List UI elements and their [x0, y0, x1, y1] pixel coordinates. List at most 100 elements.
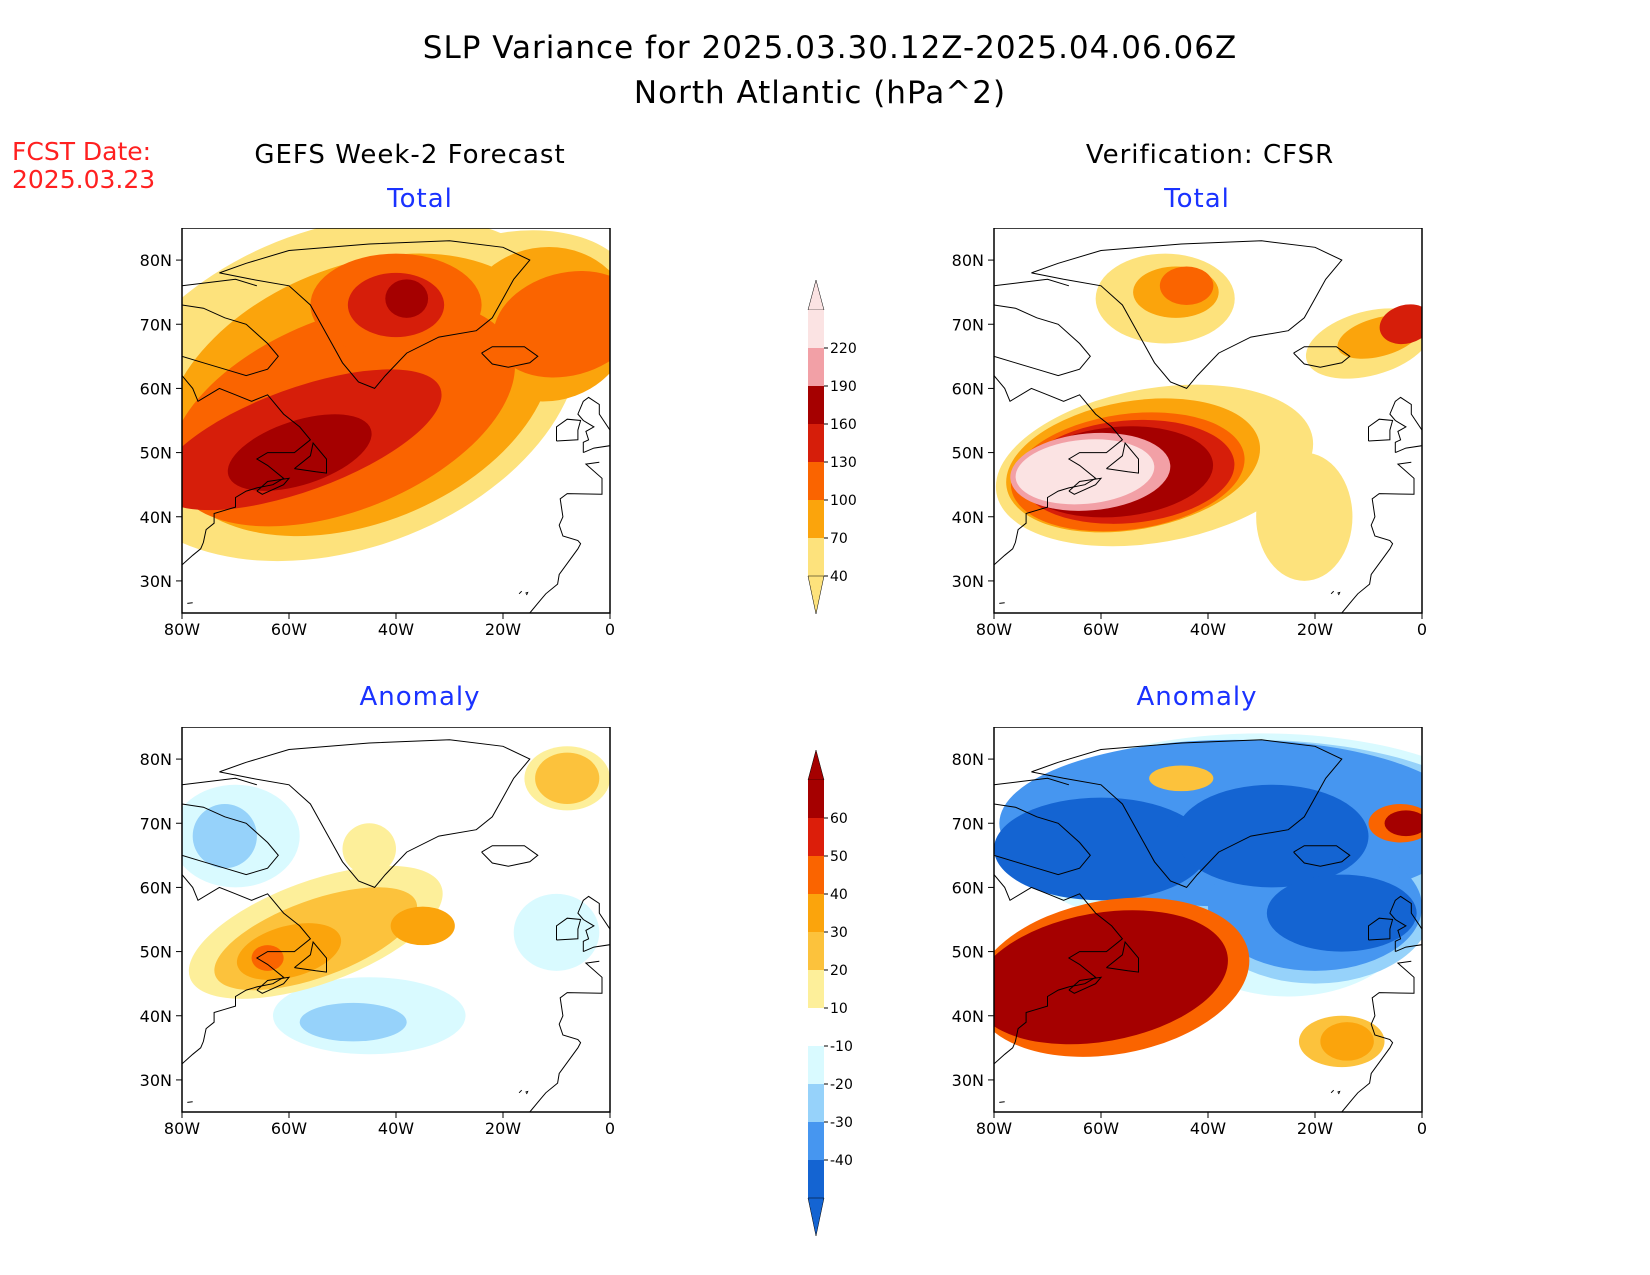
contour-t220 — [1015, 439, 1155, 505]
coastline — [1031, 240, 1343, 389]
colorbar-svg: 60 50 40 30 20 10 -10 -20 -30 -40 — [807, 749, 853, 1237]
colorbar-label: 40 — [830, 569, 848, 585]
coastline — [1330, 1089, 1335, 1094]
map-svg: 80N 70N 60N 50N 40N 30N 80W 60W 40W 20W 0 — [140, 228, 615, 639]
colorbar-anomaly: 60 50 40 30 20 10 -10 -20 -30 -40 — [800, 749, 880, 1242]
map-verification-total: 80N 70N 60N 50N 40N 30N 80W 60W 40W 20W 0 — [922, 228, 1442, 648]
lon-tick-label: 20W — [485, 620, 521, 639]
colorbar-total: 220 190 160 130 100 70 40 — [800, 279, 880, 620]
colorbar-swatch — [808, 932, 824, 970]
map-verification-anomaly: 80N 70N 60N 50N 40N 30N 80W 60W 40W 20W 0 — [922, 727, 1442, 1147]
panel-title-forecast-anomaly: Anomaly — [359, 682, 481, 712]
coastline — [999, 602, 1005, 604]
panel-title-forecast-total: Total — [387, 184, 453, 214]
lat-tick-label: 40N — [952, 1007, 984, 1026]
contour-n20 — [192, 804, 257, 869]
colorbar-swatch — [808, 500, 824, 538]
coastline — [1293, 845, 1351, 867]
coastline — [1068, 477, 1103, 495]
coastline — [577, 895, 610, 953]
main-subtitle: North Atlantic (hPa^2) — [633, 75, 1007, 111]
lat-tick-label: 60N — [140, 878, 172, 897]
map-forecast-anomaly: 80N 70N 60N 50N 40N 30N 80W 60W 40W 20W 0 — [110, 727, 630, 1147]
colorbar-label: 130 — [830, 455, 857, 471]
colorbar-svg: 220 190 160 130 100 70 40 — [807, 279, 857, 615]
coastline — [1337, 591, 1341, 596]
coastline — [994, 777, 1070, 786]
colorbar-swatch — [808, 894, 824, 932]
panel-title-verification-total: Total — [1164, 184, 1230, 214]
colorbar-label: -20 — [830, 1077, 853, 1093]
lon-tick-label: 80W — [976, 620, 1012, 639]
right-column-title: Verification: CFSR — [1085, 140, 1335, 170]
lat-tick-label: 70N — [952, 814, 984, 833]
contour-n20 — [299, 1002, 407, 1042]
coastline — [294, 441, 327, 474]
lat-tick-label: 40N — [952, 508, 984, 527]
colorbar-label: -40 — [830, 1153, 853, 1169]
coastline — [1341, 960, 1415, 1112]
colorbar-swatch — [808, 780, 824, 818]
coastline — [1106, 940, 1139, 973]
coastline — [219, 739, 531, 888]
contour-n40 — [1266, 874, 1417, 952]
coastline — [1330, 590, 1335, 595]
colorbar-label: 160 — [830, 417, 857, 433]
lat-tick-label: 60N — [952, 379, 984, 398]
lon-tick-label: 20W — [1297, 1119, 1333, 1138]
colorbar-swatch — [808, 538, 824, 576]
colorbar-swatch — [808, 1084, 824, 1122]
lon-tick-label: 0 — [605, 1119, 615, 1138]
forecast-date-label: FCST Date: — [12, 137, 152, 166]
colorbar-swatch — [808, 1046, 824, 1084]
main-title: SLP Variance for 2025.03.30.12Z-2025.04.… — [422, 30, 1238, 66]
colorbar-swatch — [808, 386, 824, 424]
contour-t160 — [385, 279, 429, 318]
forecast-date-value: 2025.03.23 — [12, 165, 156, 194]
coastline — [525, 591, 529, 596]
colorbar-swatch — [808, 1122, 824, 1160]
coastline — [994, 278, 1070, 287]
coastline — [294, 940, 327, 973]
coastline — [1368, 418, 1394, 442]
contour-t130 — [1379, 304, 1422, 345]
map-svg: 80N 70N 60N 50N 40N 30N 80W 60W 40W 20W 0 — [952, 228, 1427, 639]
coastline — [994, 304, 1091, 377]
coastline — [525, 1090, 529, 1095]
lat-tick-label: 40N — [140, 508, 172, 527]
lat-tick-label: 50N — [140, 444, 172, 463]
lat-tick-label: 70N — [140, 315, 172, 334]
lon-tick-label: 20W — [485, 1119, 521, 1138]
lon-tick-label: 40W — [378, 620, 414, 639]
coastline — [529, 960, 603, 1112]
contour-a20 — [535, 752, 600, 804]
contour-n40 — [994, 797, 1208, 901]
colorbar-label: 40 — [830, 887, 848, 903]
contour-t160 — [227, 414, 372, 491]
lon-tick-label: 80W — [976, 1119, 1012, 1138]
coastline — [1389, 396, 1422, 454]
coastline — [994, 874, 1124, 1065]
colorbar-label: 100 — [830, 493, 857, 509]
coastline — [481, 845, 539, 867]
lon-tick-label: 80W — [164, 1119, 200, 1138]
lat-tick-label: 70N — [140, 814, 172, 833]
map-svg: 80N 70N 60N 50N 40N 30N 80W 60W 40W 20W 0 — [140, 727, 615, 1138]
lat-tick-label: 60N — [140, 379, 172, 398]
coastline — [1337, 1090, 1341, 1095]
lat-tick-label: 50N — [140, 943, 172, 962]
contour-t40 — [1256, 452, 1353, 581]
lon-tick-label: 20W — [1297, 620, 1333, 639]
left-column-title: GEFS Week-2 Forecast — [254, 140, 566, 170]
lat-tick-label: 80N — [952, 750, 984, 769]
contour-a30 — [390, 906, 455, 946]
colorbar-label: 220 — [830, 341, 857, 357]
coastline — [1031, 739, 1343, 888]
coastline — [256, 477, 291, 495]
lon-tick-label: 40W — [378, 1119, 414, 1138]
contour-a30 — [1320, 1022, 1374, 1061]
colorbar-label: -10 — [830, 1039, 853, 1055]
contour-t100 — [1159, 266, 1214, 305]
lat-tick-label: 30N — [140, 572, 172, 591]
coastline — [182, 803, 279, 876]
